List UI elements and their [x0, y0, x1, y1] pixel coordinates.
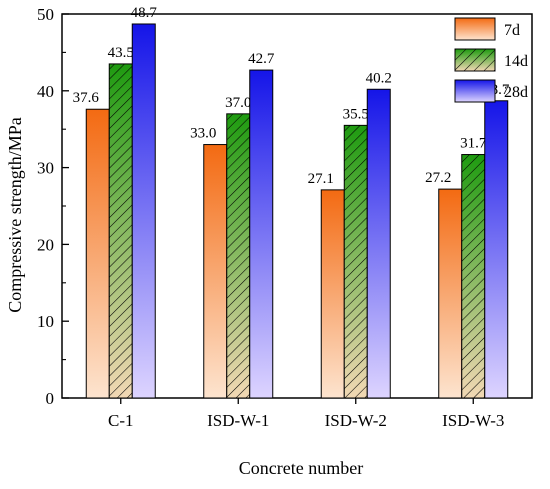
bar-28d-C-1 — [131, 23, 156, 399]
y-tick-label: 30 — [37, 159, 54, 178]
value-label: 40.2 — [366, 70, 392, 86]
value-label: 48.7 — [131, 5, 158, 21]
x-axis-title: Concrete number — [239, 458, 363, 478]
bar-7d-ISD-W-3 — [438, 188, 463, 399]
bar-28d-ISD-W-1 — [249, 69, 274, 399]
value-label: 42.7 — [248, 51, 275, 67]
bar-28d-ISD-W-2 — [366, 88, 391, 399]
value-label: 31.7 — [460, 136, 487, 152]
legend-swatch-7d — [454, 17, 496, 41]
legend-label: 14d — [504, 53, 528, 70]
y-tick-label: 20 — [37, 235, 54, 254]
x-category-label: ISD-W-3 — [442, 411, 504, 430]
y-tick-label: 0 — [46, 389, 55, 408]
value-label: 35.5 — [343, 106, 369, 122]
x-category-label: C-1 — [108, 411, 134, 430]
bar-28d-ISD-W-3 — [484, 100, 509, 399]
y-tick-label: 10 — [37, 312, 54, 331]
y-tick-label: 40 — [37, 82, 54, 101]
x-category-label: ISD-W-1 — [207, 411, 269, 430]
value-label: 37.0 — [225, 95, 251, 111]
y-tick-label: 50 — [37, 5, 54, 24]
legend: 7d 14d 28d — [454, 17, 528, 103]
value-label: 43.5 — [108, 45, 134, 61]
legend-label: 28d — [504, 84, 528, 101]
bar-7d-ISD-W-1 — [203, 144, 228, 399]
value-label: 37.6 — [73, 90, 100, 106]
legend-label: 7d — [504, 22, 520, 39]
legend-hatch-14d — [455, 49, 495, 71]
x-category-label: ISD-W-2 — [325, 411, 387, 430]
legend-swatch-28d — [454, 79, 496, 103]
value-label: 27.1 — [308, 171, 334, 187]
value-label: 27.2 — [425, 170, 451, 186]
bar-hatch-14d-C-1 — [109, 63, 133, 399]
bar-hatch-14d-ISD-W-2 — [344, 125, 368, 399]
y-axis-title: Compressive strength/MPa — [5, 117, 25, 313]
plot-area: 0 10 20 30 40 50 C-1 37.6 43.5 48.7 ISD-W-1 33.0 37.… — [37, 5, 533, 430]
bar-hatch-14d-ISD-W-3 — [461, 154, 485, 398]
bar-7d-ISD-W-2 — [320, 189, 345, 399]
bar-hatch-14d-ISD-W-1 — [226, 113, 250, 398]
value-label: 33.0 — [190, 126, 216, 142]
bar-7d-C-1 — [85, 108, 110, 399]
